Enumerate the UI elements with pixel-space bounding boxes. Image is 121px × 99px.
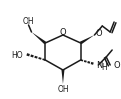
- Polygon shape: [31, 32, 46, 44]
- Text: HO: HO: [11, 50, 23, 59]
- Text: N: N: [96, 60, 103, 69]
- Text: H: H: [101, 62, 107, 71]
- Text: O: O: [95, 30, 102, 39]
- Polygon shape: [80, 35, 94, 44]
- Text: O: O: [113, 61, 120, 70]
- Text: OH: OH: [23, 17, 34, 26]
- Text: OH: OH: [57, 85, 69, 93]
- Polygon shape: [61, 70, 64, 84]
- Text: O: O: [60, 28, 66, 37]
